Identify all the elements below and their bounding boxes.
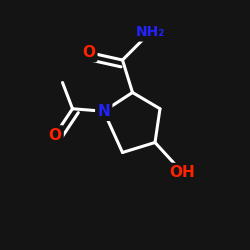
- Text: O: O: [82, 45, 95, 60]
- Text: OH: OH: [170, 165, 196, 180]
- Text: NH₂: NH₂: [136, 26, 164, 40]
- Text: O: O: [48, 128, 62, 142]
- Text: N: N: [98, 104, 110, 119]
